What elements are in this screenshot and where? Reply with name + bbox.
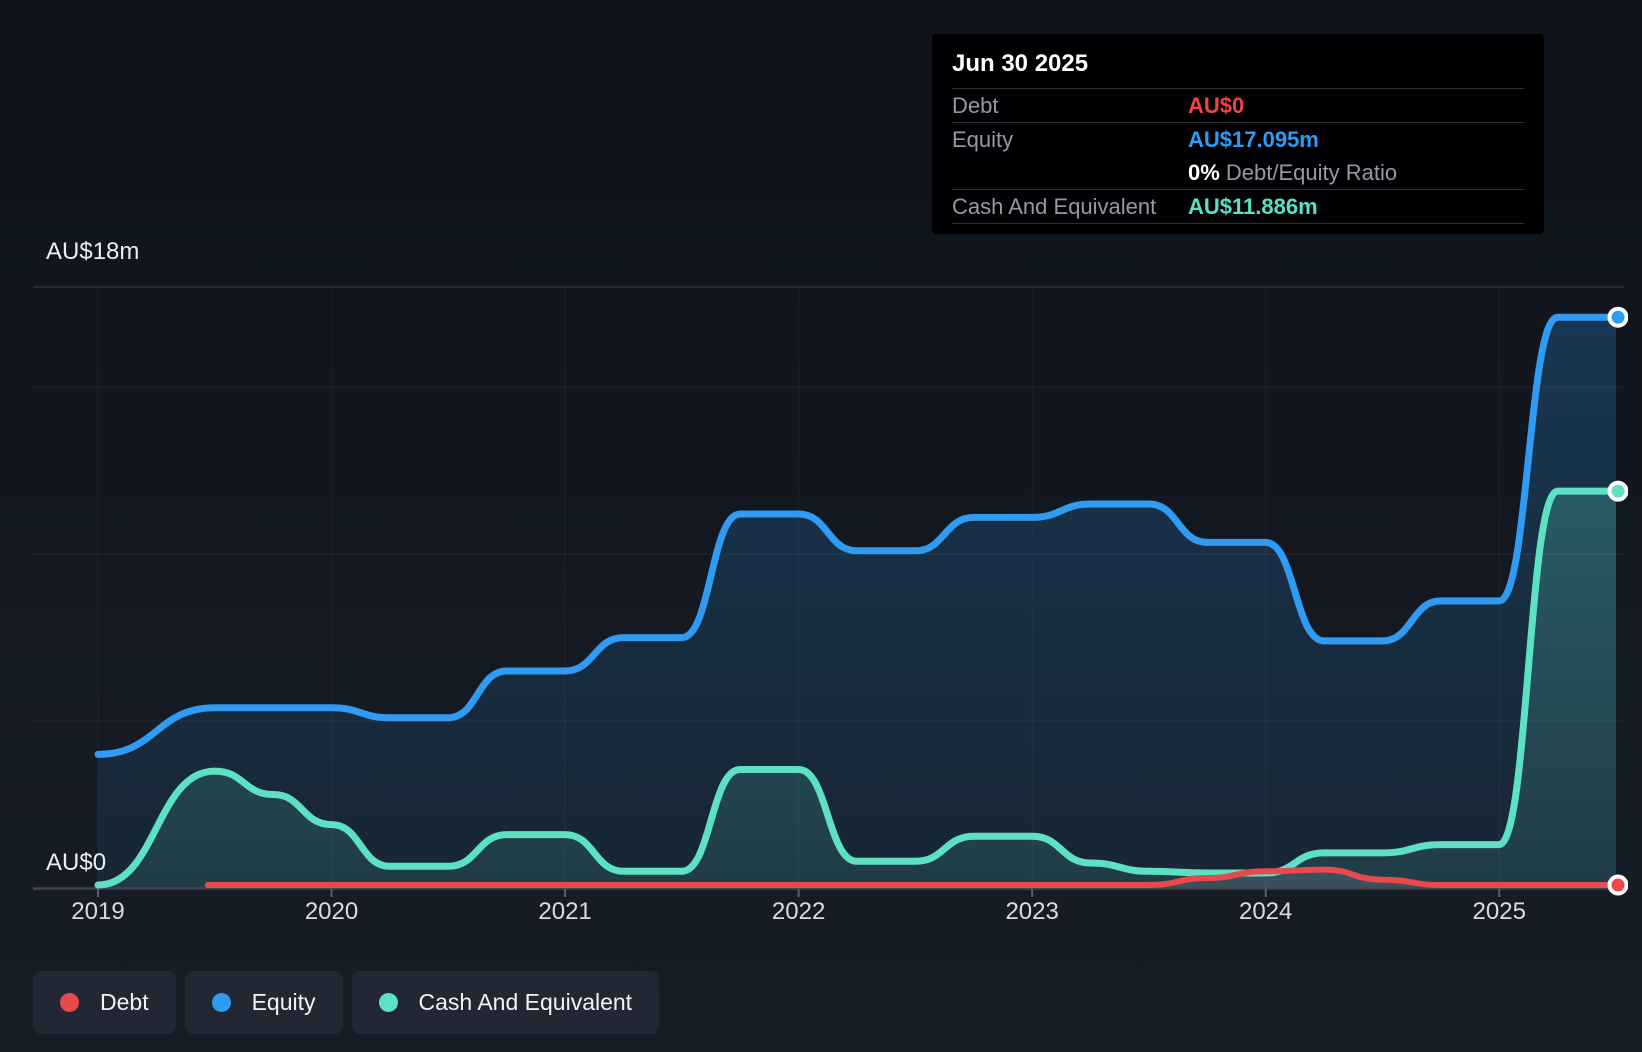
legend-item-debt[interactable]: Debt <box>33 971 176 1034</box>
legend-debt-label: Debt <box>100 989 149 1015</box>
cash-line <box>94 487 1620 889</box>
legend-item-equity[interactable]: Equity <box>184 971 343 1034</box>
x-tick-label-2023: 2023 <box>1005 898 1059 925</box>
cash-area <box>98 491 1617 889</box>
tooltip-cash-label: Cash And Equivalent <box>952 193 1157 219</box>
x-tick-label-2019: 2019 <box>71 898 125 925</box>
tooltip-row-ratio: 0% Debt/Equity Ratio <box>952 156 1524 190</box>
debt-series-dot-icon <box>60 993 79 1012</box>
legend-item-cash[interactable]: Cash And Equivalent <box>351 971 660 1034</box>
legend: Debt Equity Cash And Equivalent <box>33 971 660 1034</box>
equity-series-dot-icon <box>211 993 231 1012</box>
tooltip: Jun 30 2025 Debt AU$0 Equity AU$17.095m … <box>932 34 1544 234</box>
tooltip-equity-label: Equity <box>952 126 1014 152</box>
equity-line <box>94 313 1620 758</box>
cash-end-dot <box>1611 484 1625 498</box>
tooltip-ratio-value: 0% <box>1188 159 1220 185</box>
x-tick-label-2022: 2022 <box>771 898 826 925</box>
y-axis-min-label: AU$0 <box>46 849 107 876</box>
y-axis-max-label: AU$18m <box>46 238 140 265</box>
tooltip-row-cash: Cash And Equivalent AU$11.886m <box>952 190 1524 224</box>
tooltip-row-equity: Equity AU$17.095m <box>952 123 1524 156</box>
debt-end-dot <box>1611 878 1625 892</box>
x-tick-label-2020: 2020 <box>304 898 359 925</box>
tooltip-equity-value: AU$17.095m <box>1188 126 1319 152</box>
x-tick-label-2024: 2024 <box>1238 898 1293 925</box>
legend-equity-label: Equity <box>251 989 316 1015</box>
equity-end-dot <box>1611 310 1625 324</box>
tooltip-row-debt: Debt AU$0 <box>952 89 1524 123</box>
tooltip-ratio-label: Debt/Equity Ratio <box>1225 159 1398 185</box>
tooltip-date: Jun 30 2025 <box>952 38 1524 89</box>
debt-line <box>204 866 1619 888</box>
equity-area <box>98 317 1617 889</box>
plot-area <box>33 286 1628 897</box>
legend-cash-label: Cash And Equivalent <box>418 989 633 1015</box>
tooltip-debt-label: Debt <box>952 92 999 118</box>
x-tick-label-2025: 2025 <box>1472 898 1526 925</box>
tooltip-debt-value: AU$0 <box>1188 92 1245 118</box>
tooltip-cash-value: AU$11.886m <box>1188 193 1318 219</box>
cash-series-dot-icon <box>378 993 398 1012</box>
x-tick-label-2021: 2021 <box>538 898 592 925</box>
